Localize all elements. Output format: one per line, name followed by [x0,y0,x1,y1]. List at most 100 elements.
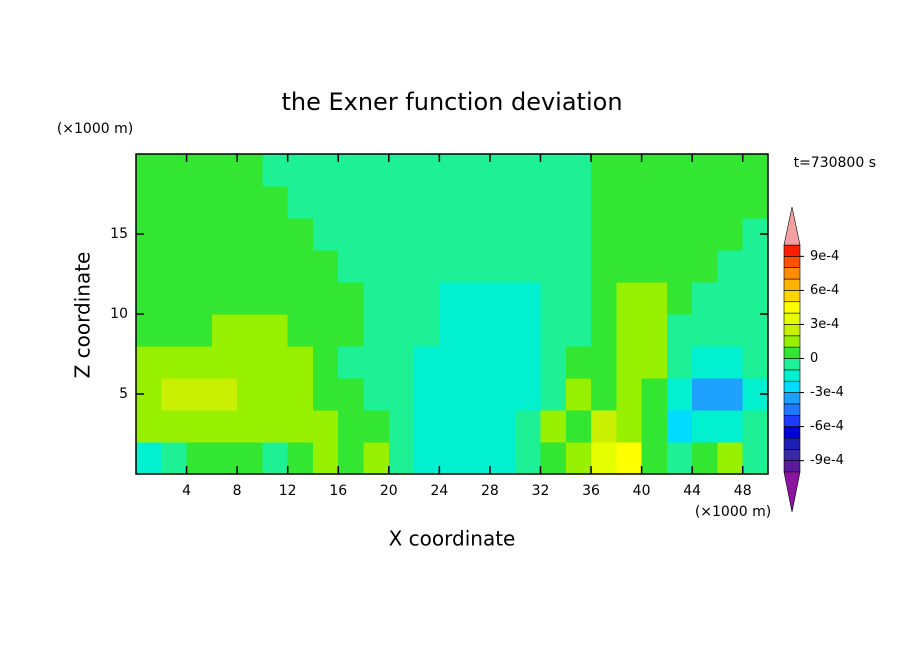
contour-cell [591,186,617,219]
x-unit-label: (×1000 m) [695,504,771,520]
contour-cell [565,314,592,347]
contour-cell [262,442,289,475]
contour-cell [338,314,365,347]
contour-cell [489,282,516,315]
contour-cell [237,218,263,251]
contour-cell [312,218,339,251]
contour-cell [692,378,718,411]
contour-cell [312,282,339,315]
contour-cell [161,314,188,347]
contour-cell [666,442,693,475]
contour-cell [211,282,238,315]
contour-cell [161,250,188,283]
contour-cell [388,314,415,347]
contour-cell [262,410,289,443]
contour-cell [515,218,541,251]
contour-cell [489,186,516,219]
contour-cell [186,410,213,443]
contour-cell [414,410,440,443]
contour-cell [464,154,491,187]
contour-cell [414,282,440,315]
contour-cell [312,346,339,379]
contour-cell [692,218,718,251]
contour-cell [742,314,769,347]
contour-cell [262,154,289,187]
contour-cell [439,250,466,283]
contour-cell [591,218,617,251]
contour-cell [161,282,188,315]
contour-cell [616,346,643,379]
contour-cell [540,282,567,315]
contour-cell [211,218,238,251]
contour-cell [666,186,693,219]
contour-cell [515,186,541,219]
colorbar-band [783,380,801,393]
contour-cell [186,250,213,283]
contour-cell [186,346,213,379]
contour-cell [388,154,415,187]
contour-cell [641,218,668,251]
contour-cell [742,186,769,219]
contour-cell [237,186,263,219]
contour-cell [464,410,491,443]
colorbar-tick-label: -6e-4 [810,419,844,434]
contour-cell [312,314,339,347]
contour-cell [388,186,415,219]
x-tick-label: 36 [582,483,600,499]
contour-cell [136,346,162,379]
contour-cell [338,378,365,411]
contour-cell [262,218,289,251]
contour-cell [565,378,592,411]
contour-cell [591,282,617,315]
contour-cell [262,314,289,347]
contour-cell [338,410,365,443]
contour-cell [211,314,238,347]
contour-cell [338,346,365,379]
colorbar-band [783,335,801,348]
contour-cell [287,218,314,251]
contour-cell [287,442,314,475]
colorbar-tick-label: 6e-4 [810,283,839,298]
contour-cell [439,442,466,475]
contour-cell [287,282,314,315]
contour-cell [338,282,365,315]
contour-cell [136,154,162,187]
contour-cell [666,282,693,315]
contour-cell [262,346,289,379]
contour-cell [136,250,162,283]
contour-cell [616,442,643,475]
contour-cell [439,410,466,443]
contour-cell [136,410,162,443]
contour-cell [692,282,718,315]
contour-cell [692,250,718,283]
contour-cell [540,186,567,219]
contour-cell [363,186,390,219]
contour-cell [717,154,744,187]
contour-cell [641,410,668,443]
contour-cell [717,346,744,379]
contour-cell [439,186,466,219]
contour-cell [414,250,440,283]
chart-title: the Exner function deviation [281,88,622,116]
contour-cell [464,442,491,475]
x-tick-label: 40 [633,483,651,499]
contour-cell [439,314,466,347]
contour-cell [591,410,617,443]
contour-cell [262,186,289,219]
contour-cell [211,410,238,443]
contour-cell [717,250,744,283]
contour-cell [591,314,617,347]
contour-cell [540,378,567,411]
contour-cell [312,442,339,475]
contour-cell [540,218,567,251]
contour-cell [439,346,466,379]
x-tick-label: 24 [430,483,448,499]
contour-cell [742,346,769,379]
contour-cell [565,154,592,187]
contour-cell [363,314,390,347]
colorbar-band [783,346,801,359]
contour-cell [287,410,314,443]
contour-cell [692,154,718,187]
contour-cell [616,250,643,283]
